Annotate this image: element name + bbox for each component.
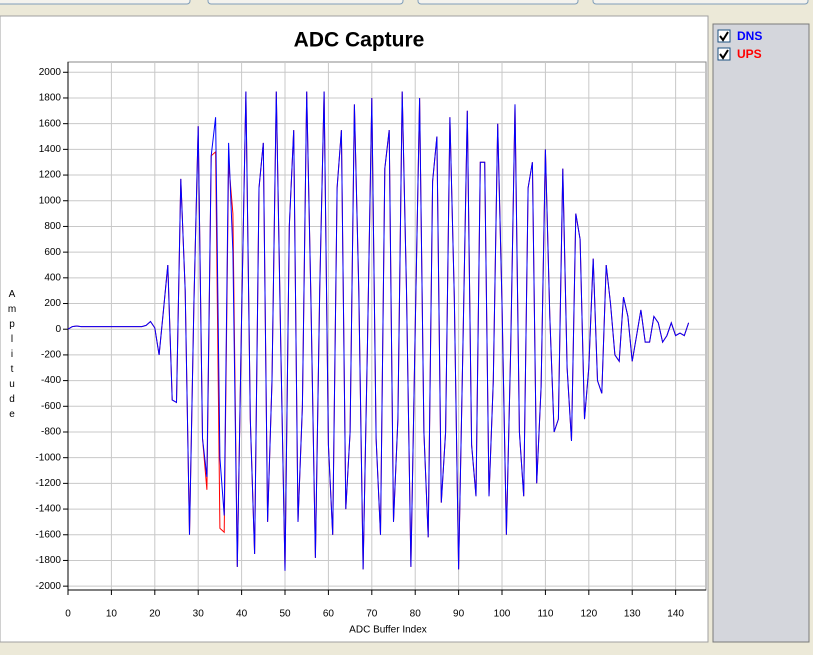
- x-tick-label: 100: [494, 609, 511, 620]
- button[interactable]: [0, 0, 191, 5]
- plot-frame: [67, 61, 707, 591]
- y-tick-label: 600: [44, 247, 61, 258]
- button[interactable]: [417, 0, 579, 5]
- y-tick-label: 200: [44, 298, 61, 309]
- checkmark: [719, 49, 729, 60]
- y-tick-label: -1400: [35, 504, 61, 515]
- y-tick-label: -200: [41, 350, 61, 361]
- y-tick-label: -1200: [35, 478, 61, 489]
- y-tick-label: 2000: [39, 67, 62, 78]
- x-tick-label: 120: [580, 609, 597, 620]
- x-tick-label: 30: [193, 609, 205, 620]
- y-tick-label: -800: [41, 427, 61, 438]
- y-tick-label: -400: [41, 375, 61, 386]
- y-tick-label: 1600: [39, 118, 62, 129]
- button[interactable]: [207, 0, 404, 5]
- x-tick-label: 70: [366, 609, 378, 620]
- x-tick-label: 20: [149, 609, 161, 620]
- y-tick-label: 1400: [39, 144, 62, 155]
- x-tick-label: 80: [410, 609, 422, 620]
- button[interactable]: [592, 0, 809, 5]
- y-tick-label: 1000: [39, 195, 62, 206]
- y-tick-label: 1800: [39, 93, 62, 104]
- series-line: [67, 91, 690, 571]
- x-tick-label: 60: [323, 609, 335, 620]
- legend-label: UPS: [737, 47, 762, 61]
- checkmark: [719, 31, 729, 42]
- x-tick-label: 0: [65, 609, 71, 620]
- x-tick-label: 90: [453, 609, 465, 620]
- y-tick-label: 400: [44, 272, 61, 283]
- x-tick-label: 50: [279, 609, 291, 620]
- x-tick-label: 10: [106, 609, 118, 620]
- x-axis-label: ADC Buffer Index: [349, 625, 427, 636]
- chart-title: ADC Capture: [294, 29, 425, 52]
- y-tick-label: -1000: [35, 452, 61, 463]
- x-tick-label: 140: [667, 609, 684, 620]
- legend-panel: [712, 23, 810, 643]
- legend-label: DNS: [737, 29, 762, 43]
- y-tick-label: 0: [55, 324, 61, 335]
- y-tick-label: -1800: [35, 555, 61, 566]
- y-tick-label: -2000: [35, 581, 61, 592]
- x-tick-label: 110: [537, 609, 553, 620]
- y-tick-label: 800: [44, 221, 61, 232]
- y-tick-label: -600: [41, 401, 61, 412]
- x-tick-label: 130: [624, 609, 641, 620]
- y-tick-label: -1600: [35, 529, 61, 540]
- y-tick-label: 1200: [39, 170, 62, 181]
- x-tick-label: 40: [236, 609, 248, 620]
